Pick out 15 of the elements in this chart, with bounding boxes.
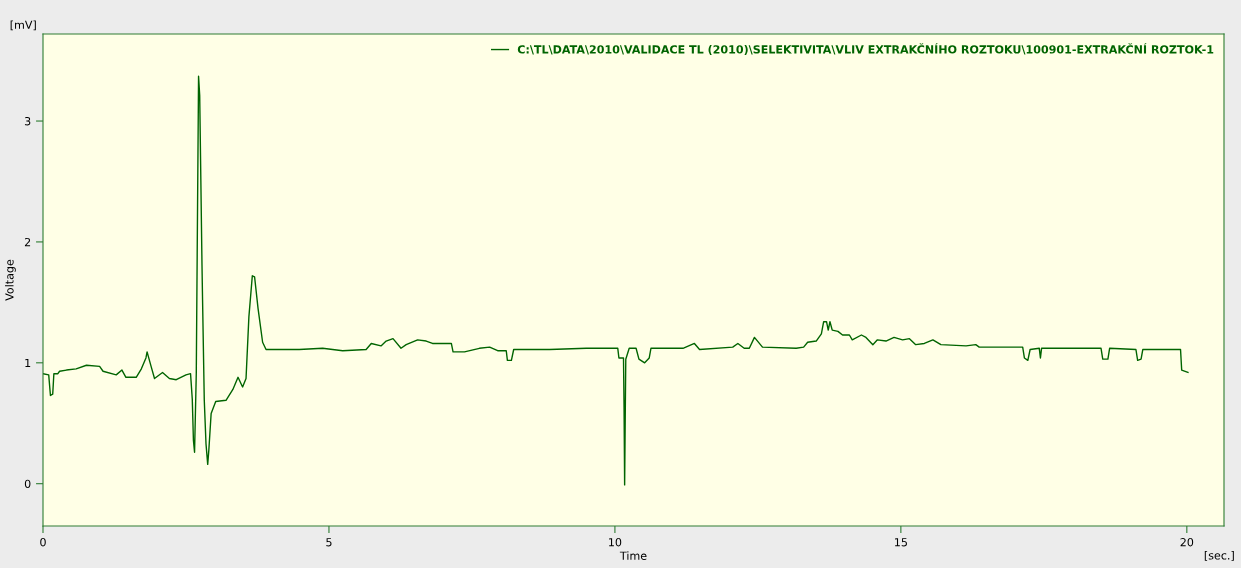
x-tick-label: 0 — [40, 538, 46, 547]
legend-label: C:\TL\DATA\2010\VALIDACE TL (2010)\SELEKTIVITA\VLIV EXTRAKČNÍHO ROZTOKU\100901-EXTRAKČNÍ ROZTOK-1 — [517, 43, 1214, 55]
text: [mV] — [10, 20, 36, 31]
x-axis-title: Time — [619, 551, 647, 560]
x-tick-label: 15 — [895, 538, 907, 547]
y-tick-label: 2 — [24, 237, 31, 247]
x-tick-label: 10 — [609, 538, 622, 547]
y-tick-label: 1 — [25, 358, 31, 368]
text: [sec.] — [1204, 550, 1234, 561]
y-axis-title: Voltage — [5, 259, 16, 301]
y-tick-label: 3 — [24, 117, 31, 126]
y-tick-label: 0 — [24, 479, 31, 489]
x-tick-label: 20 — [1180, 538, 1194, 547]
line-series — [43, 75, 1189, 486]
x-tick-label: 5 — [326, 538, 332, 547]
